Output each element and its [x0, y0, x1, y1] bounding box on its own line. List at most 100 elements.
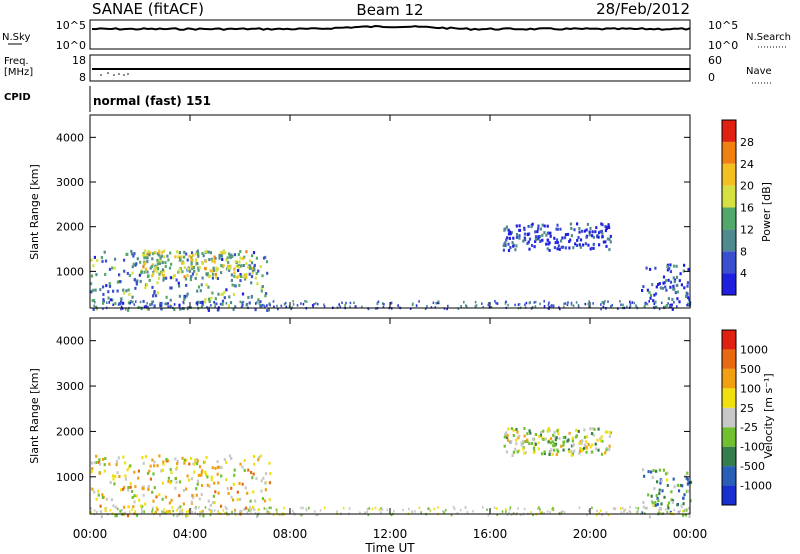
- x-tick-label: 00:00: [673, 527, 708, 541]
- power-cell: [645, 266, 648, 270]
- power-cell: [576, 222, 579, 226]
- power-cell: [144, 256, 147, 260]
- velocity-cell: [670, 498, 673, 502]
- velocity-cell: [486, 508, 488, 511]
- power-cell: [507, 303, 509, 307]
- power-cell: [578, 230, 581, 234]
- velocity-cell: [510, 513, 513, 516]
- power-cell: [277, 307, 279, 311]
- velocity-cell: [164, 495, 168, 499]
- velocity-cell: [217, 511, 220, 514]
- power-cell: [167, 305, 170, 309]
- velocity-cell: [505, 436, 509, 440]
- power-cell: [582, 243, 585, 247]
- velocity-cell: [98, 471, 101, 475]
- velocity-cell: [560, 511, 563, 514]
- velocity-cell: [143, 510, 145, 513]
- velocity-cell: [553, 448, 556, 452]
- power-cell: [514, 303, 516, 307]
- power-cell: [530, 225, 533, 229]
- power-cell: [663, 305, 666, 309]
- velocity-cell: [206, 483, 209, 487]
- power-cell: [567, 301, 569, 304]
- velocity-cell: [100, 510, 103, 514]
- power-cell: [215, 302, 218, 306]
- power-cell: [648, 291, 651, 294]
- velocity-cell: [585, 450, 588, 454]
- power-cell: [209, 269, 212, 273]
- power-cell: [121, 307, 124, 310]
- velocity-cell: [450, 513, 453, 517]
- velocity-cell: [542, 438, 545, 441]
- velocity-cell: [658, 492, 661, 496]
- velocity-cell: [541, 436, 544, 440]
- power-cell: [131, 265, 134, 269]
- velocity-cell: [283, 506, 285, 510]
- power-cell: [193, 269, 196, 273]
- power-cell: [99, 288, 102, 292]
- power-cell: [237, 274, 240, 278]
- velocity-cell: [667, 506, 670, 510]
- power-cell: [592, 246, 595, 250]
- velocity-cell: [204, 473, 208, 477]
- power-cell: [518, 303, 521, 306]
- velocity-cell: [259, 454, 262, 458]
- power-cell: [194, 276, 197, 280]
- power-cell: [465, 305, 468, 308]
- velocity-cell: [126, 514, 130, 518]
- power-cell: [678, 300, 681, 304]
- velocity-cell: [201, 484, 204, 487]
- power-cell: [234, 305, 237, 309]
- power-cell: [234, 259, 237, 263]
- power-colorbar-tick: 12: [740, 223, 754, 236]
- power-ylabel: Slant Range [km]: [28, 164, 41, 260]
- power-cell: [161, 261, 164, 265]
- power-cell: [228, 269, 231, 272]
- velocity-cell: [244, 486, 247, 490]
- power-cell: [214, 272, 217, 276]
- power-cell: [411, 303, 414, 307]
- power-cell: [130, 252, 134, 256]
- velocity-cell: [179, 509, 182, 513]
- power-cell: [156, 252, 159, 256]
- power-cell: [129, 300, 133, 304]
- velocity-cell: [257, 458, 260, 462]
- power-cell: [680, 283, 683, 287]
- power-cell: [290, 307, 292, 311]
- power-cell: [196, 289, 199, 293]
- power-cell: [217, 292, 220, 296]
- velocity-cell: [175, 466, 179, 470]
- velocity-cell: [109, 508, 112, 512]
- velocity-cell: [646, 506, 648, 510]
- power-cell: [589, 226, 592, 230]
- power-cell: [665, 288, 668, 292]
- power-cell: [538, 235, 542, 239]
- velocity-cell: [246, 511, 249, 514]
- power-cell: [135, 262, 138, 266]
- power-cell: [183, 255, 186, 259]
- power-colorbar-tick: 28: [740, 136, 754, 149]
- power-cell: [159, 256, 162, 260]
- velocity-cell: [368, 507, 371, 510]
- velocity-cell: [90, 470, 93, 474]
- power-cell: [622, 303, 624, 307]
- velocity-cell: [182, 488, 186, 492]
- velocity-cell: [147, 484, 150, 488]
- velocity-cell: [214, 466, 217, 470]
- velocity-cell: [568, 431, 571, 435]
- power-cell: [524, 238, 527, 242]
- power-cell: [102, 307, 104, 310]
- power-cell: [564, 233, 567, 237]
- power-cell: [515, 233, 519, 236]
- power-cell: [233, 271, 236, 275]
- velocity-cell: [453, 507, 456, 511]
- velocity-cell: [624, 508, 626, 511]
- power-cell: [108, 301, 110, 304]
- power-cell: [266, 271, 269, 275]
- velocity-cell: [257, 456, 261, 460]
- power-cell: [238, 283, 241, 287]
- power-cell: [686, 303, 688, 307]
- power-cell: [220, 254, 223, 258]
- velocity-cell: [652, 504, 655, 508]
